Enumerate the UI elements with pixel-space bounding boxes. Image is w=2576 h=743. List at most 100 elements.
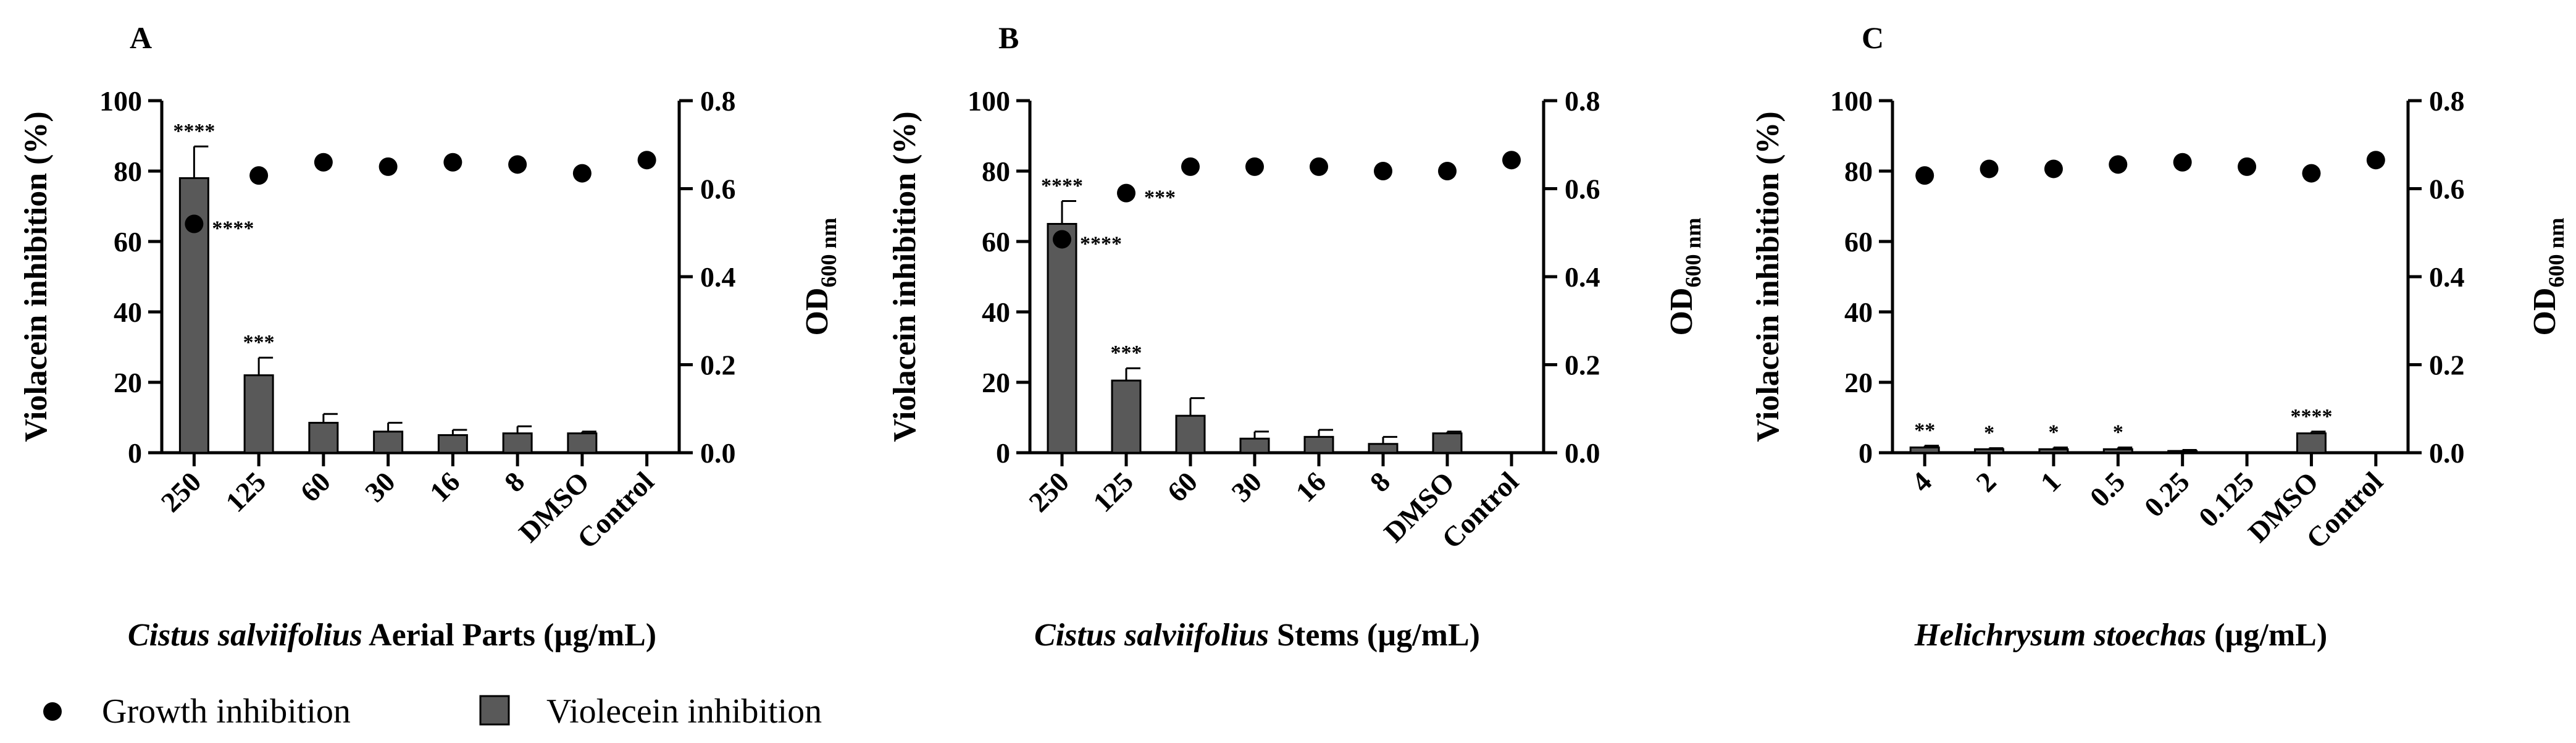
x-category-label: 16 (424, 466, 466, 508)
growth-point (1053, 230, 1071, 249)
bar (2038, 448, 2069, 454)
point-significance-label: *** (1144, 187, 1176, 209)
y-tick-label: 60 (1844, 226, 1873, 258)
bar-significance-label: *** (1111, 342, 1142, 364)
y-tick-label: 0 (996, 437, 1010, 469)
y-tick-label: 80 (982, 156, 1010, 187)
bar (567, 432, 598, 454)
y-tick-label: 100 (99, 85, 142, 117)
x-axis-caption-species: Helichrysum stoechas (1914, 618, 2206, 653)
y2-tick-label: 0.0 (1565, 437, 1600, 469)
x-axis-caption-unit: Stems (µg/mL) (1269, 618, 1480, 653)
y-tick-label: 20 (1844, 367, 1873, 398)
y-tick-label: 40 (1844, 296, 1873, 328)
y-tick-label: 100 (1830, 85, 1873, 117)
panel-letter: A (130, 20, 152, 55)
bar (502, 432, 533, 454)
x-category-label: 60 (294, 466, 337, 508)
bar (437, 434, 468, 454)
bar (1909, 446, 1940, 454)
bar (1974, 448, 2005, 454)
x-category-label: 4 (1905, 466, 1938, 498)
legend: Growth inhibition Violecein inhibition (43, 692, 822, 731)
bar (373, 430, 404, 454)
growth-point (1374, 162, 1392, 180)
y2-axis-title: OD600 nm (2527, 217, 2569, 335)
growth-point (1438, 162, 1457, 180)
y2-tick-label: 0.0 (2429, 437, 2465, 469)
y-tick-label: 60 (982, 226, 1010, 258)
y2-axis-title-main: OD (2527, 288, 2562, 336)
bar (1175, 414, 1206, 454)
growth-point (2173, 153, 2192, 172)
x-category-label: 0.5 (2084, 466, 2131, 513)
x-category-label: 125 (219, 466, 272, 518)
x-category-label: 2 (1970, 466, 2002, 498)
x-axis-caption: Cistus salviifolius Stems (µg/mL) (1034, 618, 1480, 653)
panel-letter: B (998, 20, 1019, 55)
y-tick-label: 20 (982, 367, 1010, 398)
growth-point (1310, 157, 1328, 176)
growth-point (1980, 159, 1999, 178)
bar-significance-label: * (1984, 422, 1994, 445)
x-category-label: 16 (1289, 466, 1332, 508)
x-category-label: 250 (155, 466, 207, 518)
y2-axis-title: OD600 nm (800, 217, 841, 335)
bar-significance-label: **** (1041, 174, 1083, 197)
x-category-label: 60 (1161, 466, 1203, 508)
y2-tick-label: 0.2 (2429, 350, 2465, 381)
growth-point (637, 151, 656, 170)
x-axis-caption-species: Cistus salviifolius (1034, 618, 1269, 653)
growth-point (1245, 157, 1264, 176)
x-category-label: 30 (1225, 466, 1268, 508)
y-tick-label: 40 (114, 296, 142, 328)
y2-tick-label: 0.6 (1565, 174, 1600, 205)
y-tick-label: 100 (968, 85, 1010, 117)
growth-point (378, 157, 398, 176)
y2-tick-label: 0.8 (1565, 85, 1600, 117)
growth-point (443, 153, 462, 172)
growth-point (572, 164, 592, 183)
y-axis-title: Violacein inhibition (%) (1750, 111, 1786, 442)
panel-letter: C (1862, 20, 1884, 55)
y-tick-label: 0 (1859, 437, 1873, 469)
chart-panel-a: A 0 20 40 60 80 100 0.0 0.2 0.4 0.6 0.8 250 125 60 30 16… (19, 20, 841, 653)
growth-point (2044, 159, 2063, 178)
y-tick-label: 0 (128, 437, 142, 469)
growth-point (2238, 157, 2257, 176)
bar (1047, 223, 1077, 454)
chart-panel-b: B 0 20 40 60 80 100 0.0 0.2 0.4 0.6 0.8 250 125 60 30 16… (887, 20, 1705, 653)
legend-growth-marker (43, 702, 62, 721)
y2-axis-title-subscript: 600 nm (2544, 217, 2569, 287)
x-axis-caption-species: Cistus salviifolius (128, 618, 362, 653)
growth-point (185, 214, 204, 233)
x-category-label: 8 (498, 466, 530, 498)
bar-significance-label: **** (173, 120, 215, 143)
x-category-label: 250 (1022, 466, 1075, 518)
y2-axis-title-subscript: 600 nm (816, 217, 841, 287)
bar-significance-label: * (2048, 421, 2059, 443)
legend-violacein-marker (479, 695, 510, 726)
bar (1303, 435, 1334, 454)
y2-tick-label: 0.8 (700, 85, 736, 117)
y2-tick-label: 0.4 (1565, 261, 1600, 293)
point-significance-label: **** (1080, 232, 1122, 255)
y-tick-label: 40 (982, 296, 1010, 328)
bar (1368, 443, 1399, 454)
growth-point (314, 153, 333, 172)
y-tick-label: 60 (114, 226, 142, 258)
growth-point (249, 166, 269, 185)
y2-tick-label: 0.2 (700, 350, 736, 381)
y-axis-title: Violacein inhibition (%) (887, 111, 922, 442)
y2-axis-title-main: OD (800, 288, 835, 336)
y2-tick-label: 0.6 (2429, 174, 2465, 205)
x-axis-caption: Cistus salviifolius Aerial Parts (µg/mL) (128, 618, 656, 653)
bar (1239, 437, 1270, 454)
legend-growth-label: Growth inhibition (102, 692, 351, 731)
bar-significance-label: * (2113, 421, 2123, 443)
bar (1432, 432, 1463, 454)
bar (2167, 450, 2198, 454)
growth-point (1502, 151, 1521, 170)
